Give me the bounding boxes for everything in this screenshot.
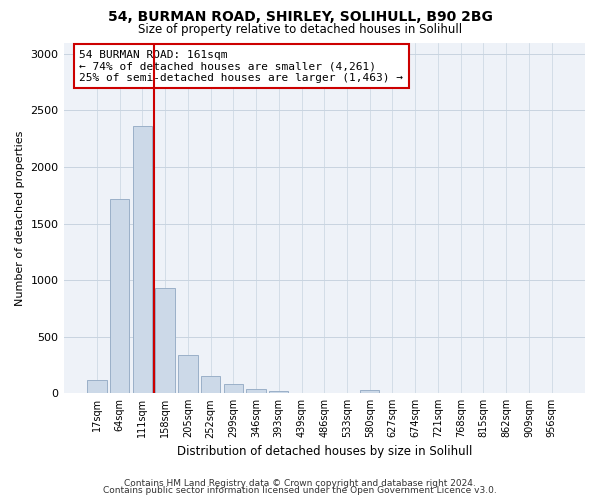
Bar (155, 288, 175, 393)
Bar (87, 380, 107, 393)
Bar (269, 392, 289, 393)
Bar (247, 388, 266, 393)
Bar (133, 126, 152, 393)
Y-axis label: Number of detached properties: Number of detached properties (15, 130, 25, 306)
Text: Size of property relative to detached houses in Solihull: Size of property relative to detached ho… (138, 22, 462, 36)
Text: 54, BURMAN ROAD, SHIRLEY, SOLIHULL, B90 2BG: 54, BURMAN ROAD, SHIRLEY, SOLIHULL, B90 … (107, 10, 493, 24)
Text: Contains public sector information licensed under the Open Government Licence v3: Contains public sector information licen… (103, 486, 497, 495)
Text: Contains HM Land Registry data © Crown copyright and database right 2024.: Contains HM Land Registry data © Crown c… (124, 478, 476, 488)
Bar (360, 390, 379, 393)
Bar (178, 354, 197, 393)
Bar (224, 384, 243, 393)
X-axis label: Distribution of detached houses by size in Solihull: Distribution of detached houses by size … (176, 444, 472, 458)
Bar (110, 198, 130, 393)
Bar (201, 376, 220, 393)
Text: 54 BURMAN ROAD: 161sqm
← 74% of detached houses are smaller (4,261)
25% of semi-: 54 BURMAN ROAD: 161sqm ← 74% of detached… (79, 50, 403, 82)
